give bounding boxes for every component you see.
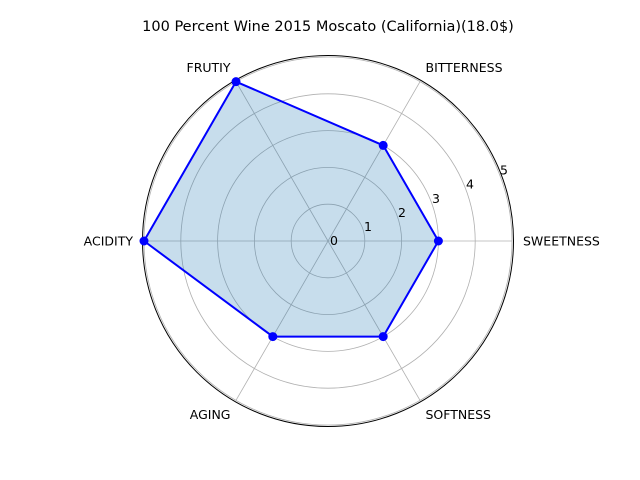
data-point xyxy=(139,236,149,246)
category-label: BITTERNESS xyxy=(426,60,503,75)
category-label: SOFTNESS xyxy=(426,407,492,422)
category-label: SWEETNESS xyxy=(523,234,600,249)
category-labels: SWEETNESS BITTERNESS FRUTIY ACIDITY AGING SOF… xyxy=(84,60,600,422)
radial-tick-labels: 0 1 2 3 4 5 xyxy=(330,163,508,248)
radial-tick-label: 3 xyxy=(432,191,440,206)
category-label: FRUTIY xyxy=(187,60,231,75)
data-point xyxy=(231,77,241,87)
radial-tick-label: 4 xyxy=(466,177,474,192)
series-area xyxy=(144,81,439,337)
data-point xyxy=(378,332,388,342)
chart-title: 100 Percent Wine 2015 Moscato (Californi… xyxy=(142,19,514,35)
data-series xyxy=(139,77,443,342)
data-point xyxy=(378,140,388,150)
data-point xyxy=(268,332,278,342)
radial-tick-label: 2 xyxy=(398,205,406,220)
radial-tick-label: 0 xyxy=(330,233,338,248)
radial-tick-label: 1 xyxy=(364,219,372,234)
grid-spoke xyxy=(327,240,421,401)
grid-spoke xyxy=(235,81,329,242)
grid-spoke xyxy=(327,81,421,242)
grid-spoke xyxy=(235,240,329,401)
category-label: AGING xyxy=(190,407,231,422)
category-label: ACIDITY xyxy=(84,234,134,249)
data-point xyxy=(433,236,443,246)
radial-tick-label: 5 xyxy=(500,163,508,178)
